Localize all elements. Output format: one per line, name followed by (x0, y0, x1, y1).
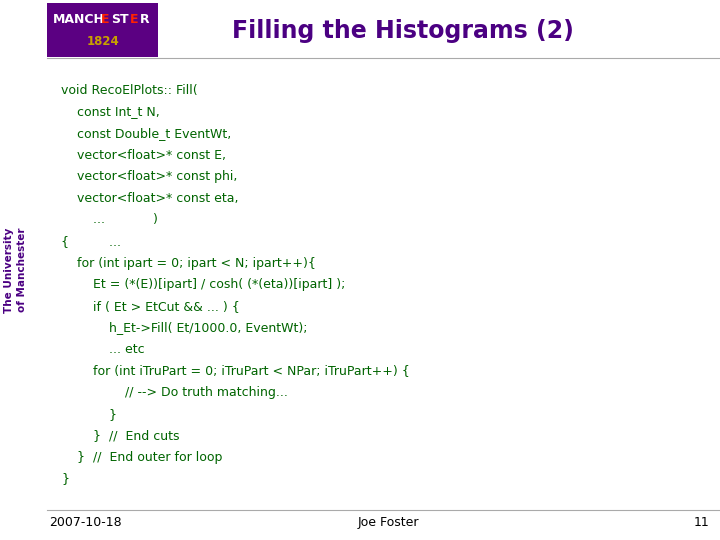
Text: vector<float>* const phi,: vector<float>* const phi, (77, 170, 238, 183)
Bar (47, 3, 158, 57)
Text: for (int iTruPart = 0; iTruPart < NPar; iTruPart++) {: for (int iTruPart = 0; iTruPart < NPar; … (93, 364, 410, 377)
Text: {          ...: { ... (61, 235, 121, 248)
Text: Joe Foster: Joe Foster (358, 516, 420, 529)
Text: const Int_t N,: const Int_t N, (77, 105, 160, 118)
Text: ...            ): ... ) (93, 213, 158, 226)
Text: vector<float>* const E,: vector<float>* const E, (77, 148, 226, 161)
Text: E: E (130, 14, 139, 26)
Text: Filling the Histograms (2): Filling the Histograms (2) (233, 19, 574, 43)
Text: for (int ipart = 0; ipart < N; ipart++){: for (int ipart = 0; ipart < N; ipart++){ (77, 256, 316, 269)
Text: vector<float>* const eta,: vector<float>* const eta, (77, 192, 238, 205)
Text: }: } (61, 472, 69, 485)
Text: The University
of Manchester: The University of Manchester (4, 227, 27, 313)
Text: if ( Et > EtCut && ... ) {: if ( Et > EtCut && ... ) { (93, 300, 240, 313)
Text: }  //  End outer for loop: } // End outer for loop (77, 451, 222, 464)
Text: 11: 11 (693, 516, 709, 529)
Text: R: R (140, 14, 150, 26)
Text: const Double_t EventWt,: const Double_t EventWt, (77, 127, 231, 140)
Text: ... etc: ... etc (109, 343, 144, 356)
Text: ST: ST (111, 14, 128, 26)
Text: }: } (109, 408, 117, 421)
Text: E: E (101, 14, 109, 26)
Text: h_Et->Fill( Et/1000.0, EventWt);: h_Et->Fill( Et/1000.0, EventWt); (109, 321, 307, 334)
Text: Et = (*(E))[ipart] / cosh( (*(eta))[ipart] );: Et = (*(E))[ipart] / cosh( (*(eta))[ipar… (93, 278, 346, 291)
Text: // --> Do truth matching...: // --> Do truth matching... (125, 386, 287, 399)
Text: 2007-10-18: 2007-10-18 (49, 516, 122, 529)
Text: MANCH: MANCH (53, 14, 104, 26)
Text: 1824: 1824 (86, 35, 119, 48)
Text: void RecoElPlots:: Fill(: void RecoElPlots:: Fill( (61, 84, 198, 97)
Text: }  //  End cuts: } // End cuts (93, 429, 179, 442)
